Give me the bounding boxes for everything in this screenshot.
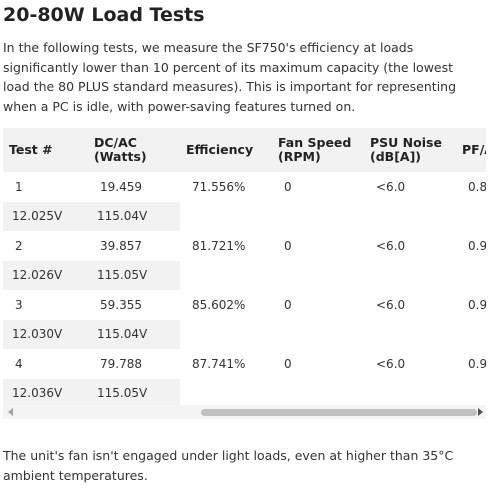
header-text: (dB[A]) [370,149,422,164]
table-cell: 87.741% [192,356,246,371]
table-cell: 0 [284,238,292,253]
intro-text: In the following tests, we measure the S… [3,40,457,114]
table-cell: 12.030V [3,319,88,349]
header-text: Fan Speed [278,135,352,150]
header-text: PSU Noise [370,135,442,150]
table-cell: 79.788 [100,356,142,371]
table-cell: 3 [15,297,23,312]
column-header: PSU Noise (dB[A]) [364,128,456,172]
table-cell: 12.026V [3,260,88,290]
table-row: 2 39.857 81.721% 0 <6.0 0.9 [3,231,486,261]
table-row: 3 59.355 85.602% 0 <6.0 0.9 [3,290,486,320]
empty-cell [180,379,486,406]
table-cell: 4 [15,356,23,371]
scroll-thumb[interactable] [201,409,477,416]
table-cell: <6.0 [376,356,406,371]
table-row: 4 79.788 87.741% 0 <6.0 0.9 [3,349,486,379]
header-text: Test # [9,142,53,157]
table-cell: 0.9 [468,356,486,371]
empty-cell [180,320,486,350]
table-cell: <6.0 [376,238,406,253]
table-cell: 115.04V [88,319,180,349]
column-header: Test # [3,128,88,172]
results-table: Test # DC/AC (Watts) Efficiency Fan Speed (RP… [3,128,486,405]
header-text: DC/AC [94,135,137,150]
table-cell: 0.9 [468,297,486,312]
table-body: 1 19.459 71.556% 0 <6.0 0.8 12.025V 115.04V 2 39.… [3,172,486,405]
table-cell: 0 [284,356,292,371]
table-row: 12.026V 115.05V [3,260,486,291]
table-cell: 115.05V [88,260,180,290]
table-cell: 81.721% [192,238,246,253]
table-cell: 71.556% [192,179,246,194]
header-text: (RPM) [278,149,321,164]
table-cell: 59.355 [100,297,142,312]
table-cell: 115.04V [88,201,180,231]
table-row: 1 19.459 71.556% 0 <6.0 0.8 [3,172,486,202]
scroll-left[interactable] [8,408,13,416]
column-header: PF/A [456,128,486,172]
table-cell: 85.602% [192,297,246,312]
table-row: 12.030V 115.04V [3,319,486,350]
table-cell: 2 [15,238,23,253]
header-row: Test # DC/AC (Watts) Efficiency Fan Speed (RP… [3,128,486,172]
header-text: PF/A [462,142,486,157]
column-header: DC/AC (Watts) [88,128,180,172]
table-cell: 0.9 [468,238,486,253]
empty-cell [180,261,486,291]
table-cell: 19.459 [100,179,142,194]
column-header: Fan Speed (RPM) [272,128,364,172]
table-cell: 0 [284,179,292,194]
outro-text: The unit's fan isn't engaged under light… [3,448,454,483]
table-cell: 1 [15,179,23,194]
table-cell: <6.0 [376,179,406,194]
empty-cell [180,202,486,232]
table-cell: 39.857 [100,238,142,253]
table-cell: 0.8 [468,179,486,194]
header-text: (Watts) [94,149,147,164]
scrollbar[interactable] [3,405,486,419]
header-text: Efficiency [186,142,254,157]
table-cell: <6.0 [376,297,406,312]
table-cell: 115.05V [88,378,180,405]
title: 20-80W Load Tests [3,4,205,26]
table-container: Test # DC/AC (Watts) Efficiency Fan Speed (RP… [3,128,486,405]
table-cell: 12.025V [3,201,88,231]
column-header: Efficiency [180,128,272,172]
scroll-right[interactable] [478,408,483,416]
table-row: 12.025V 115.04V [3,201,486,232]
table-row: 12.036V 115.05V [3,378,486,406]
table-cell: 12.036V [3,378,88,405]
table-cell: 0 [284,297,292,312]
